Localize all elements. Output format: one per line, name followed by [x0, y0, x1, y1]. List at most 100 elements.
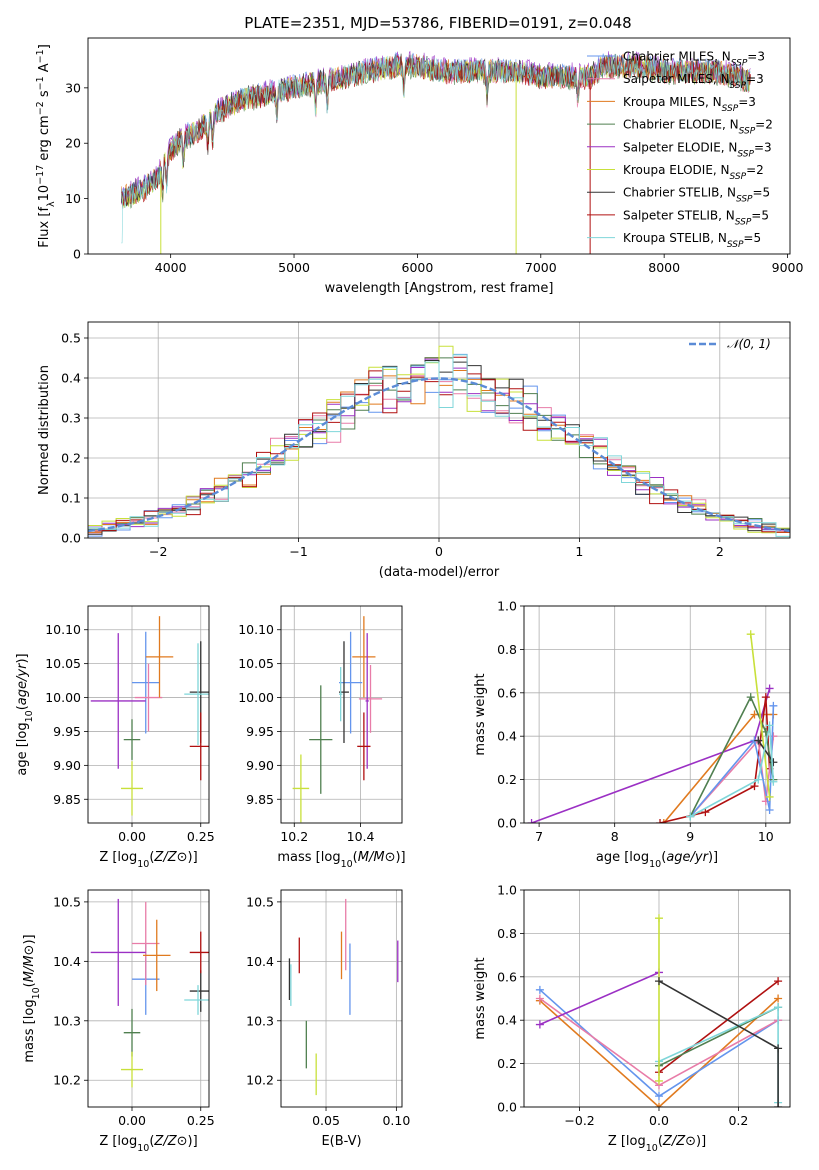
plot-area [292, 616, 383, 823]
label-part: ] [37, 44, 52, 49]
weight-marker [765, 721, 774, 730]
y-axis-label: mass [log10(M/M⊙)] [22, 934, 42, 1062]
weight-line [689, 725, 775, 818]
plot-area [90, 616, 209, 816]
label-part: M/M⊙ [22, 945, 37, 983]
weight-series [746, 630, 774, 801]
weight-marker [769, 758, 778, 767]
plot-area [288, 898, 399, 1096]
y-tick-label: 1.0 [497, 599, 517, 614]
legend-name: Salpeter MILES, N [623, 72, 730, 86]
error-point [90, 633, 146, 769]
label-part: Z/Z⊙ [153, 1134, 187, 1149]
legend-value: =2 [746, 163, 764, 177]
legend-name: Kroupa MILES, N [623, 95, 722, 109]
axes-frame [87, 889, 210, 1108]
weight-marker [754, 736, 763, 745]
error-point [143, 919, 171, 992]
label-part: ( [353, 850, 358, 865]
axes-frame [87, 605, 210, 824]
label-part: Z/Z⊙ [662, 1134, 696, 1149]
weight-marker [654, 1103, 663, 1107]
y-tick-label: 0 [73, 247, 81, 262]
y-axis-label: mass weight [473, 957, 488, 1039]
error-point [121, 761, 143, 816]
axes-frame [523, 889, 791, 1108]
label-part: mass [log [277, 850, 340, 865]
x-tick-label: 1 [575, 544, 583, 559]
plot-area [88, 345, 790, 537]
label-part: 10 [24, 710, 35, 722]
legend-sub: SSP [739, 127, 756, 137]
weight-series [654, 977, 783, 1107]
weight-marker [686, 812, 695, 821]
label-part: −1 [35, 49, 46, 63]
weight-marker [746, 693, 755, 702]
legend-value: =2 [755, 118, 773, 132]
error-point [339, 631, 363, 734]
label-part: ( [22, 982, 37, 987]
weight-series [535, 985, 783, 1101]
y-tick-label: 0.0 [497, 816, 517, 831]
grid-lines [281, 890, 402, 1107]
x-tick-label: 6000 [402, 260, 434, 275]
error-point [132, 901, 160, 986]
error-point [189, 970, 209, 1012]
gaussian-curve [88, 377, 790, 533]
histogram-step [88, 354, 790, 537]
y-tick-label: 0.6 [497, 685, 517, 700]
panel-age-vs-Z: 0.00 0.25 9.85 9.90 9.95 10.00 10.05 10.10 Z [lo… [15, 605, 215, 870]
x-axis-label: Z [log10(Z/Z⊙)] [99, 1134, 197, 1154]
figure-title: PLATE=2351, MJD=53786, FIBERID=0191, z=0… [244, 14, 631, 32]
y-tick-label: 10 [65, 191, 81, 206]
x-tick-label: 0.10 [382, 1113, 410, 1128]
label-part: 10 [649, 859, 661, 870]
label-part: )] [696, 1134, 706, 1149]
label-part: ( [658, 1134, 663, 1149]
y-tick-label: 9.95 [53, 724, 81, 739]
weight-marker [774, 977, 783, 986]
spectrum-line [121, 55, 751, 206]
x-axis-label: wavelength [Angstrom, rest frame] [325, 281, 554, 296]
x-tick-label: 10.4 [347, 829, 375, 844]
label-part: )] [708, 850, 718, 865]
weight-marker [774, 1103, 783, 1107]
legend-name: Chabrier ELODIE, N [623, 118, 739, 132]
weight-marker [769, 701, 778, 710]
error-point [357, 712, 371, 781]
y-axis-label: mass weight [473, 673, 488, 755]
label-part: 10 [31, 987, 42, 999]
y-tick-label: 9.90 [246, 758, 274, 773]
weight-line [658, 980, 779, 1073]
weight-line [689, 736, 775, 818]
y-tick-label: 9.95 [246, 724, 274, 739]
x-tick-label: 4000 [155, 260, 187, 275]
panel-age-vs-mass: 10.2 10.4 9.85 9.90 9.95 10.00 10.05 10.10 mass … [238, 605, 406, 870]
weight-line [749, 634, 771, 798]
weight-marker [654, 914, 663, 923]
y-tick-label: 10.00 [238, 690, 274, 705]
x-tick-label: 0.0 [649, 1113, 669, 1128]
x-tick-label: −0.2 [564, 1113, 594, 1128]
label-part: ( [149, 1134, 154, 1149]
y-tick-label: 10.3 [246, 1013, 274, 1028]
x-axis-label: Z [log10(Z/Z⊙)] [608, 1134, 706, 1154]
x-tick-label: 0 [435, 544, 443, 559]
y-tick-label: 0.8 [497, 642, 517, 657]
label-part: M/M⊙ [358, 850, 396, 865]
label-part: wavelength [Angstrom, rest frame] [325, 281, 554, 296]
y-tick-label: 10.00 [45, 690, 81, 705]
legend-sub: SSP [736, 195, 753, 205]
legend-label: Chabrier MILES, NSSP=3 [623, 50, 765, 69]
y-tick-label: 20 [65, 136, 81, 151]
label-part: s [37, 90, 52, 101]
legend-label: Kroupa STELIB, NSSP=5 [623, 231, 761, 250]
weight-line [539, 971, 660, 1026]
weight-marker [774, 1044, 783, 1053]
legend-name: Chabrier MILES, N [623, 50, 731, 64]
error-point [90, 898, 146, 1006]
y-tick-label: 0.0 [61, 531, 81, 546]
label-part: −2 [35, 101, 46, 115]
label-part: age/yr [666, 850, 709, 865]
label-part: )] [15, 653, 30, 663]
